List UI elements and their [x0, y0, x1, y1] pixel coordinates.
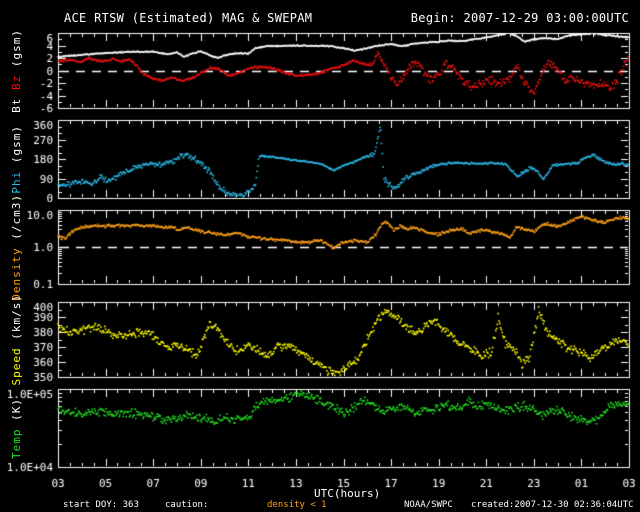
ylabel-part: Temp: [9, 428, 23, 459]
footer-start-doy: start DOY: 363: [63, 500, 139, 510]
ylabel-part: Bt: [9, 97, 23, 113]
footer-agency: NOAA/SWPC: [404, 500, 453, 510]
plot-title: ACE RTSW (Estimated) MAG & SWEPAM: [64, 11, 313, 25]
begin-timestamp: Begin: 2007-12-29 03:00:00UTC: [410, 11, 629, 25]
ylabel-part: Bz: [9, 74, 23, 98]
ylabel-part: (K): [9, 397, 23, 428]
ylabel-part: (gsm): [9, 28, 23, 75]
ylabel-part: (km/s): [9, 293, 23, 348]
footer-created-timestamp: created:2007-12-30 02:36:04UTC: [471, 500, 634, 510]
ylabel-part: Speed: [9, 347, 23, 386]
ylabel-part: (gsm): [9, 124, 23, 171]
x-axis-label: UTC(hours): [314, 487, 381, 500]
y-axis-label-speed: Speed (km/s): [3, 294, 29, 385]
ylabel-part: (/cm3): [9, 193, 23, 247]
ylabel-part: Density: [9, 247, 23, 301]
ylabel-part: Phi: [9, 170, 23, 194]
footer-caution-label: caution:: [165, 500, 209, 510]
y-axis-label-density: Density (/cm3): [3, 194, 29, 301]
y-axis-label-temp: Temp (K): [3, 389, 29, 467]
footer-caution-value: density < 1: [267, 500, 327, 510]
y-axis-label-mag: Bt Bz (gsm): [3, 29, 29, 113]
y-axis-label-phi: Phi (gsm): [3, 120, 29, 198]
